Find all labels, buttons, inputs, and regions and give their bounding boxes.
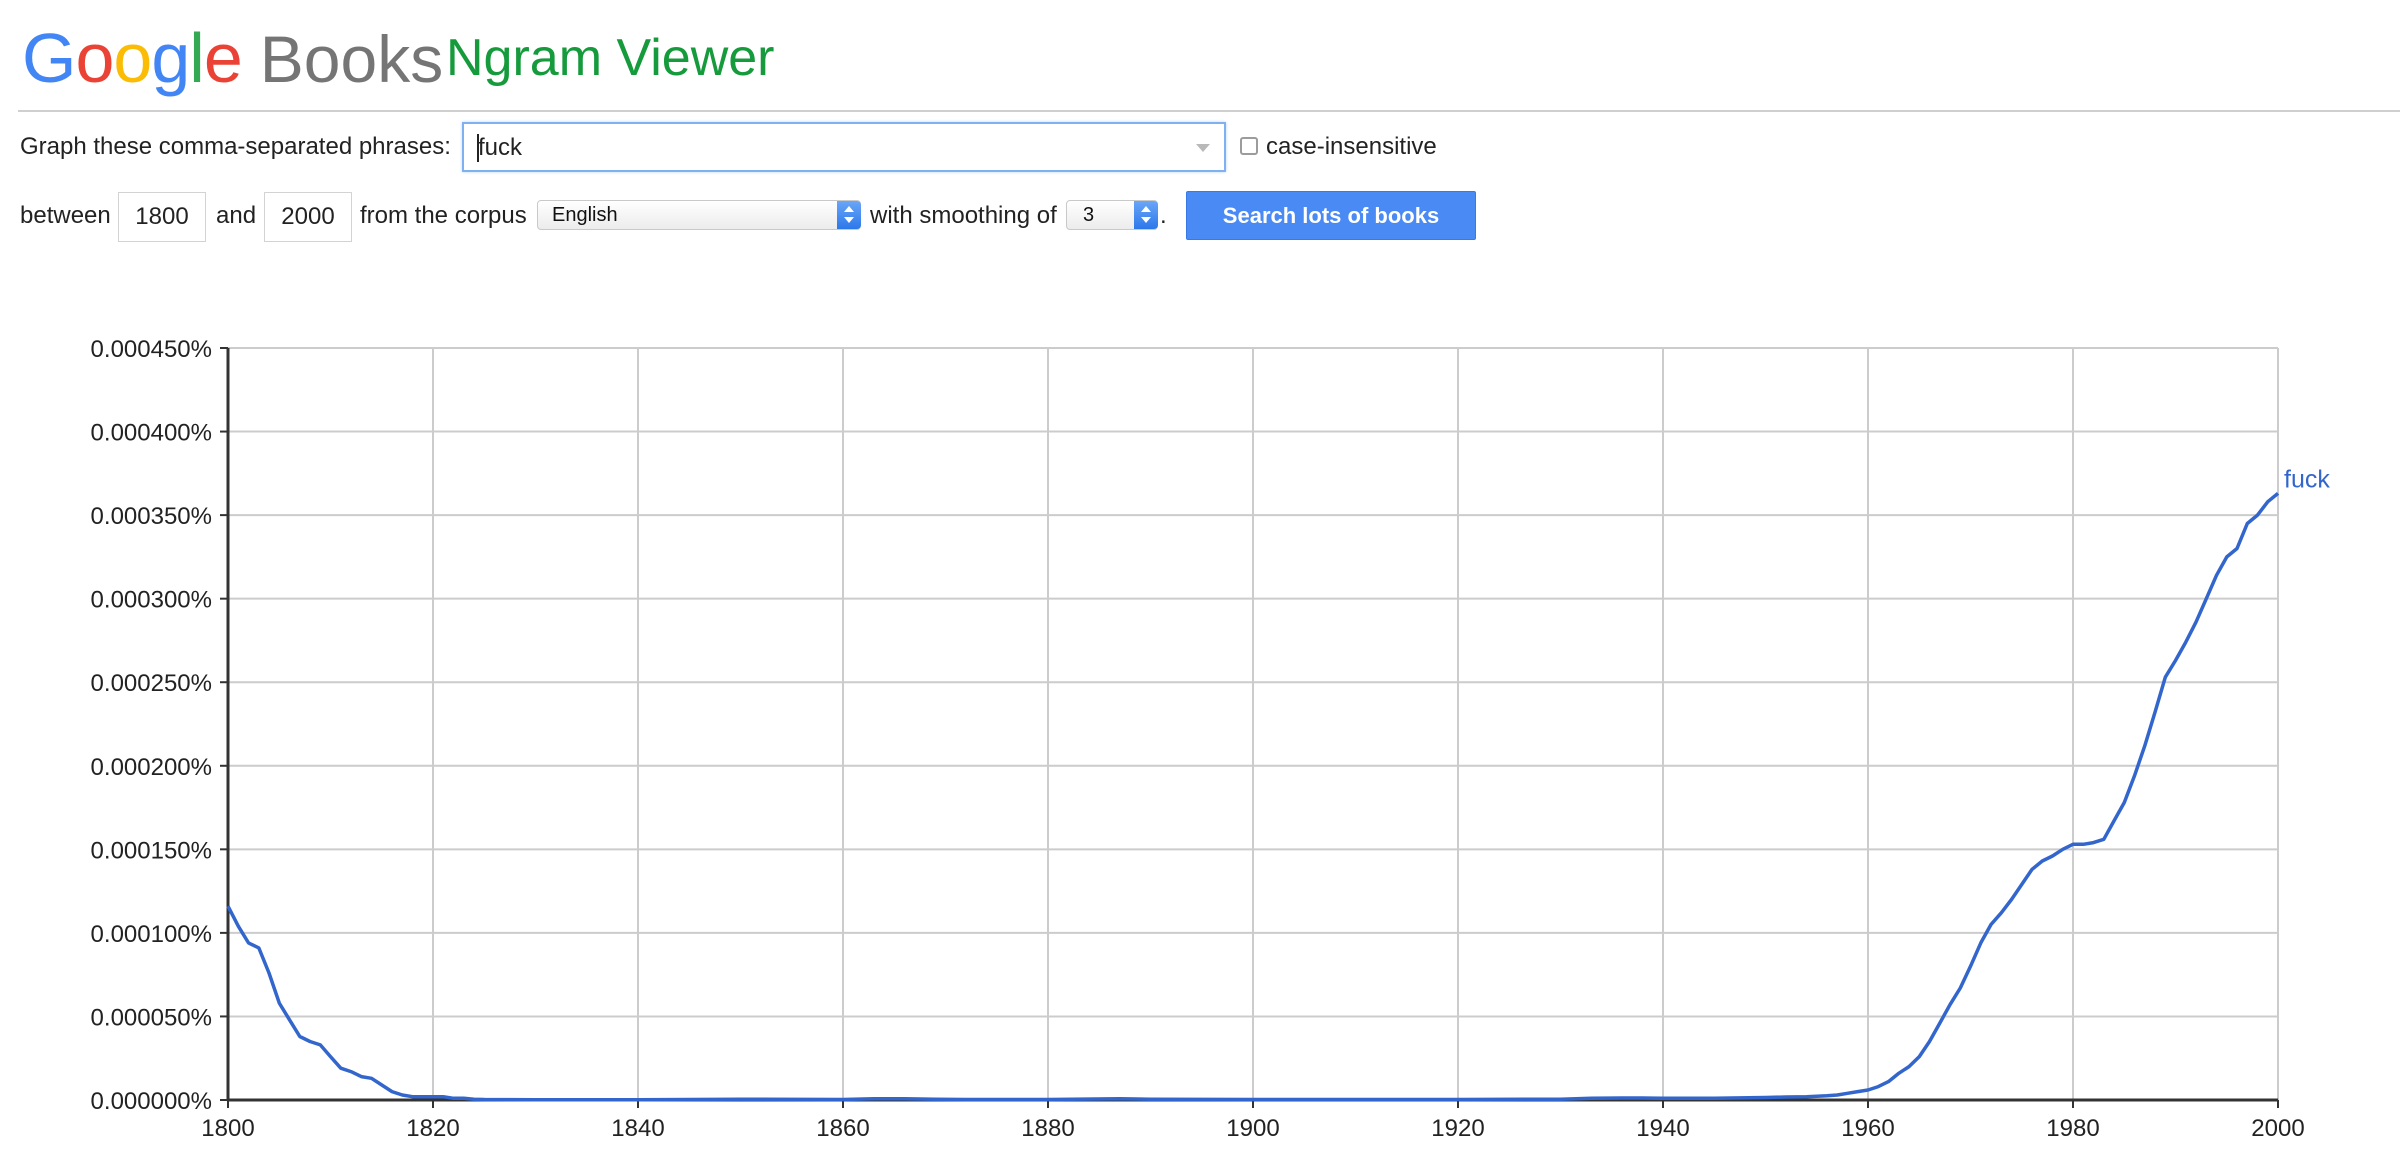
corpus-label: from the corpus (360, 202, 527, 229)
x-tick-label: 1940 (1636, 1115, 1689, 1142)
y-tick-label: 0.000250% (91, 670, 212, 697)
start-year-input[interactable]: 1800 (118, 192, 206, 242)
chart-series[interactable]: fuck (226, 465, 2330, 1102)
x-tick-label: 1960 (1841, 1115, 1894, 1142)
logo-google: Google (22, 19, 243, 97)
end-year-input[interactable]: 2000 (264, 192, 352, 242)
x-tick-label: 1820 (406, 1115, 459, 1142)
case-insensitive-checkbox[interactable] (1240, 137, 1258, 155)
series-line-fuck[interactable] (226, 492, 2280, 1102)
header-divider (18, 110, 2400, 112)
logo-books: Books (259, 22, 444, 96)
logo-letter: o (113, 19, 152, 97)
y-tick-label: 0.000000% (91, 1088, 212, 1115)
corpus-value: English (552, 204, 618, 226)
x-tick-label: 1800 (201, 1115, 254, 1142)
corpus-select[interactable]: English (537, 200, 861, 230)
period-text: . (1160, 202, 1167, 229)
logo-letter: l (189, 19, 205, 97)
x-tick-label: 2000 (2251, 1115, 2304, 1142)
y-tick-label: 0.000400% (91, 420, 212, 447)
phrases-input-box[interactable] (462, 122, 1226, 172)
logo-letter: o (75, 19, 114, 97)
logo-letter: g (151, 19, 190, 97)
x-tick-label: 1980 (2046, 1115, 2099, 1142)
chart-grid (228, 347, 2279, 1100)
search-button[interactable]: Search lots of books (1186, 191, 1476, 240)
x-tick-label: 1880 (1021, 1115, 1074, 1142)
y-tick-label: 0.000200% (91, 754, 212, 781)
y-tick-label: 0.000300% (91, 587, 212, 614)
y-tick-label: 0.000350% (91, 503, 212, 530)
chart-tick-labels: 0.000000% 0.000050% 0.000100% 0.000150% 0.00… (91, 336, 2305, 1142)
logo-letter: G (22, 19, 76, 97)
phrases-input[interactable] (478, 135, 1158, 161)
select-spinner-icon (837, 201, 861, 229)
chart-axes (220, 347, 2279, 1108)
x-tick-label: 1860 (816, 1115, 869, 1142)
and-label: and (216, 202, 257, 229)
logo-letter: e (203, 19, 243, 97)
x-tick-label: 1900 (1226, 1115, 1279, 1142)
app-title: Ngram Viewer (446, 29, 775, 87)
phrases-label: Graph these comma-separated phrases: (20, 133, 451, 160)
dropdown-arrow-icon[interactable] (1196, 144, 1210, 152)
y-tick-label: 0.000050% (91, 1004, 212, 1031)
x-tick-label: 1920 (1431, 1115, 1484, 1142)
smoothing-value: 3 (1083, 204, 1095, 226)
series-label[interactable]: fuck (2284, 465, 2330, 493)
between-label: between (20, 202, 111, 229)
x-tick-label: 1840 (611, 1115, 664, 1142)
smoothing-select[interactable]: 3 (1066, 200, 1158, 230)
select-spinner-icon (1134, 201, 1158, 229)
smoothing-label: with smoothing of (870, 202, 1057, 229)
ngram-chart[interactable]: 0.000000% 0.000050% 0.000100% 0.000150% 0.00… (0, 300, 2400, 1160)
y-tick-label: 0.000150% (91, 837, 212, 864)
google-books-logo[interactable]: Google Books (22, 18, 443, 98)
y-tick-label: 0.000450% (91, 336, 212, 363)
y-tick-label: 0.000100% (91, 921, 212, 948)
text-caret (477, 134, 479, 162)
case-insensitive-label[interactable]: case-insensitive (1266, 133, 1437, 160)
